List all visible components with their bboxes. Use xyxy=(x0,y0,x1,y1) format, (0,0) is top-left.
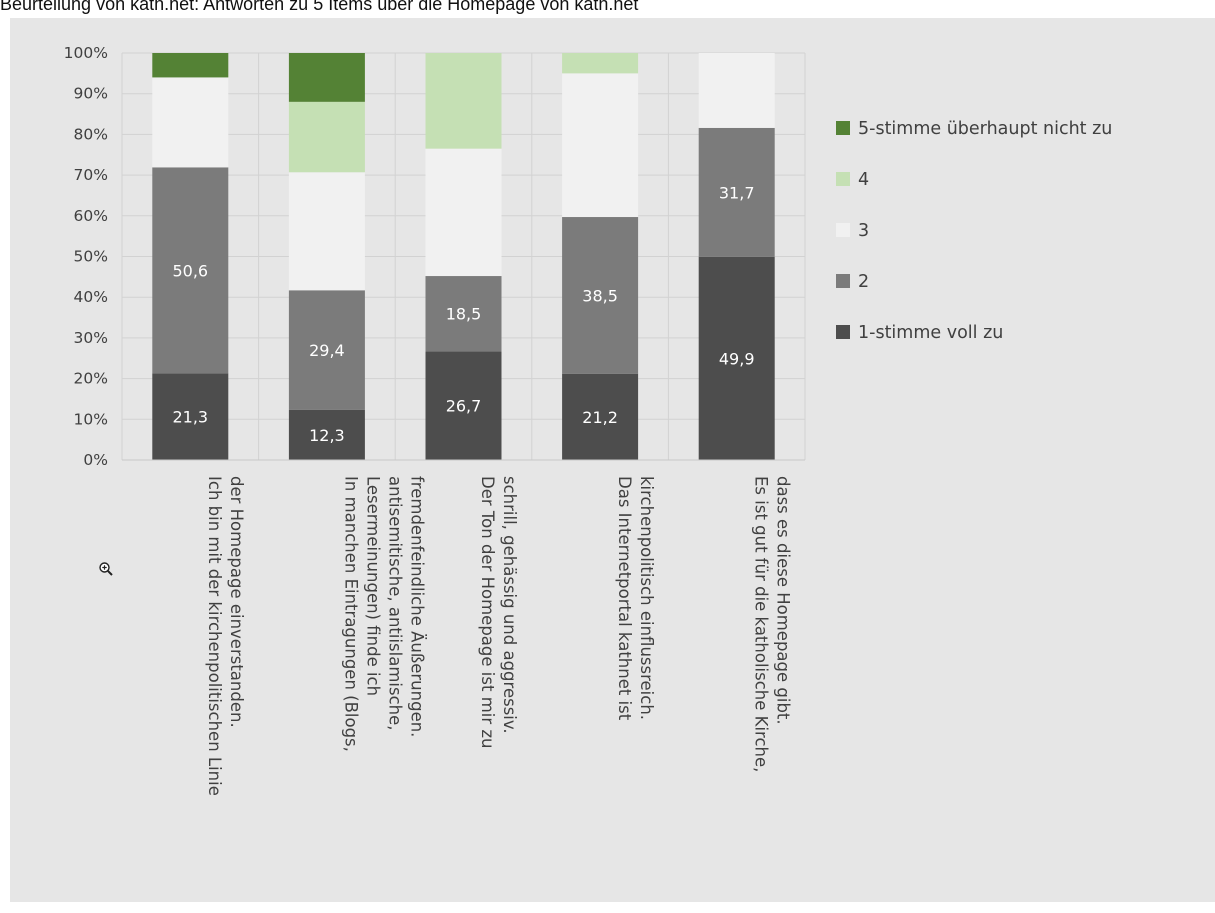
y-tick-label: 80% xyxy=(74,125,108,143)
zoom-in-icon[interactable] xyxy=(98,561,114,577)
legend-label: 4 xyxy=(858,170,869,190)
y-tick-label: 40% xyxy=(74,288,108,306)
category-label-line: der Homepage einverstanden. xyxy=(227,476,246,728)
bar-segment xyxy=(425,276,502,352)
category-label: Der Ton der Homepage ist mir zu schrill, … xyxy=(478,476,519,749)
data-label: 18,5 xyxy=(446,305,482,324)
category-label-line: kirchenpolitisch einflussreich. xyxy=(637,476,656,720)
bar-segment xyxy=(425,53,502,149)
y-tick-label: 0% xyxy=(83,451,108,469)
data-label: 26,7 xyxy=(446,397,482,416)
bar-segment xyxy=(288,290,365,410)
category-label-line: dass es diese Homepage gibt. xyxy=(773,476,792,725)
legend-swatch xyxy=(836,121,850,135)
legend-label: 3 xyxy=(858,221,869,241)
bar-layer xyxy=(152,53,775,460)
y-tick-label: 10% xyxy=(74,410,108,428)
category-label-line: fremdenfeindliche Äußerungen. xyxy=(408,476,427,737)
bar-segment xyxy=(562,217,639,374)
category-label-line: Der Ton der Homepage ist mir zu xyxy=(478,476,497,749)
bar-segment xyxy=(288,409,365,460)
y-tick-label: 30% xyxy=(74,329,108,347)
axis-layer: 0% 10% 20% 30% 40% 50% 60% 70% 80% 90% 100% xyxy=(64,44,805,469)
bar-segment xyxy=(698,53,775,128)
y-tick-label: 20% xyxy=(74,370,108,388)
legend-swatch xyxy=(836,274,850,288)
bar-segment xyxy=(698,127,775,257)
bar-segment xyxy=(288,172,365,291)
category-label: Es ist gut für die katholische Kirche, da… xyxy=(751,476,792,772)
bar-segment xyxy=(698,256,775,460)
bar-segment xyxy=(152,53,229,78)
data-label: 21,3 xyxy=(172,408,208,427)
figure-caption: Beurteilung von kath.net: Antworten zu 5… xyxy=(0,0,639,14)
bar-segment xyxy=(425,351,502,460)
bar-segment xyxy=(562,53,639,74)
bar-segment xyxy=(152,373,229,460)
category-label-line: In manchen Eintragungen (Blogs, xyxy=(342,476,361,752)
bar-segment xyxy=(425,148,502,277)
chart-panel: 21,3 50,6 12,3 29,4 26,7 18,5 21,2 38,5 49,9 31,7… xyxy=(10,18,1215,902)
category-label-line: Lesermeinungen) finde ich xyxy=(364,476,383,696)
category-label: Ich bin mit der kirchenpolitischen Linie… xyxy=(205,476,246,796)
legend-label: 2 xyxy=(858,272,869,292)
bar-segment xyxy=(562,373,639,460)
bar-segment xyxy=(288,101,365,173)
stacked-bar-chart: 21,3 50,6 12,3 29,4 26,7 18,5 21,2 38,5 49,9 31,7… xyxy=(64,44,1113,796)
data-label: 31,7 xyxy=(719,183,755,202)
category-label-line: antisemitische, antiislamische, xyxy=(386,476,405,731)
bar-segment xyxy=(562,73,639,218)
legend-swatch xyxy=(836,325,850,339)
data-label-layer: 21,3 50,6 12,3 29,4 26,7 18,5 21,2 38,5 49,9 31,7 xyxy=(172,183,754,445)
data-label: 21,2 xyxy=(582,408,618,427)
legend-label: 1-stimme voll zu xyxy=(858,323,1003,343)
legend-label: 5-stimme überhaupt nicht zu xyxy=(858,119,1112,139)
y-tick-label: 90% xyxy=(74,85,108,103)
bar-segment xyxy=(152,167,229,374)
legend-swatch xyxy=(836,223,850,237)
category-label-line: Es ist gut für die katholische Kirche, xyxy=(751,476,770,772)
bar-segment xyxy=(288,53,365,102)
category-labels: Ich bin mit der kirchenpolitischen Linie… xyxy=(205,476,792,796)
data-label: 50,6 xyxy=(172,261,208,280)
legend-swatch xyxy=(836,172,850,186)
y-tick-label: 50% xyxy=(74,248,108,266)
legend: 5-stimme überhaupt nicht zu 4 3 2 1-stimme v… xyxy=(836,119,1112,343)
category-label-line: schrill, gehässig und aggressiv. xyxy=(500,476,519,734)
y-tick-label: 70% xyxy=(74,166,108,184)
y-tick-label: 60% xyxy=(74,207,108,225)
y-tick-label: 100% xyxy=(64,44,108,62)
category-label-line: Ich bin mit der kirchenpolitischen Linie xyxy=(205,476,224,796)
data-label: 12,3 xyxy=(309,426,345,445)
data-label: 29,4 xyxy=(309,341,345,360)
category-label-line: Das Internetportal kathnet ist xyxy=(615,476,634,721)
data-label: 38,5 xyxy=(582,286,618,305)
category-label: Das Internetportal kathnet ist kirchenpol… xyxy=(615,476,656,721)
category-label: In manchen Eintragungen (Blogs, Lesermein… xyxy=(342,476,427,752)
data-label: 49,9 xyxy=(719,349,755,368)
bar-segment xyxy=(152,77,229,168)
